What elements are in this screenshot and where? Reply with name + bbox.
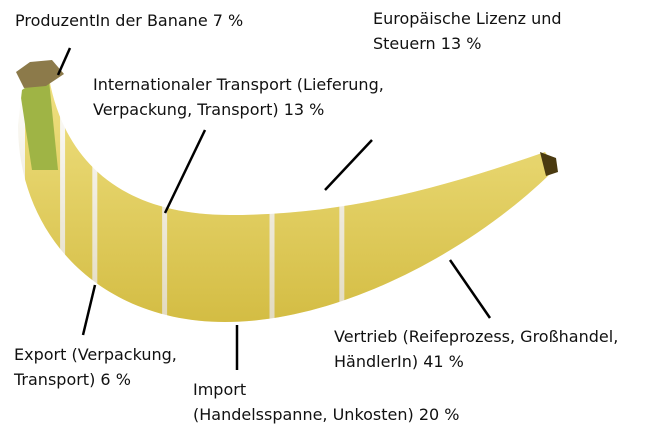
label: Steuern 13 % [373,34,481,53]
label: Europäische Lizenz und [373,9,562,28]
value-label: 41 % [423,352,464,371]
label-text: Import [193,380,246,399]
value-label: 13 % [441,34,482,53]
label-text: Steuern [373,34,436,53]
label: (Handelsspanne, Unkosten) 20 % [193,405,460,424]
label: ProduzentIn der Banane 7 % [15,11,243,30]
stem-tip [16,60,64,88]
label: Internationaler Transport (Lieferung, [93,75,384,94]
label-text: Europäische Lizenz und [373,9,562,28]
label-text: HändlerIn) [334,352,418,371]
leader-line [325,140,372,190]
label: HändlerIn) 41 % [334,352,464,371]
label-text: ProduzentIn der Banane [15,11,208,30]
label-text: Verpackung, Transport) [93,100,279,119]
leader-line [58,48,70,75]
label: Import [193,380,246,399]
label: Export (Verpackung, [14,345,177,364]
leader-line [165,130,205,213]
value-label: 6 % [100,370,130,389]
label-text: Export (Verpackung, [14,345,177,364]
label-text: Internationaler Transport (Lieferung, [93,75,384,94]
leader-line [83,285,95,335]
label-text: Vertrieb (Reifeprozess, Großhandel, [334,327,618,346]
leader-line [450,260,490,318]
value-label: 7 % [213,11,243,30]
label-text: (Handelsspanne, Unkosten) [193,405,414,424]
chart: ProduzentIn der Banane 7 % Export (Verpac… [0,0,655,430]
label: Verpackung, Transport) 13 % [93,100,324,119]
value-label: 20 % [419,405,460,424]
label: Vertrieb (Reifeprozess, Großhandel, [334,327,618,346]
label: Transport) 6 % [13,370,131,389]
label-text: Transport) [13,370,95,389]
value-label: 13 % [284,100,325,119]
